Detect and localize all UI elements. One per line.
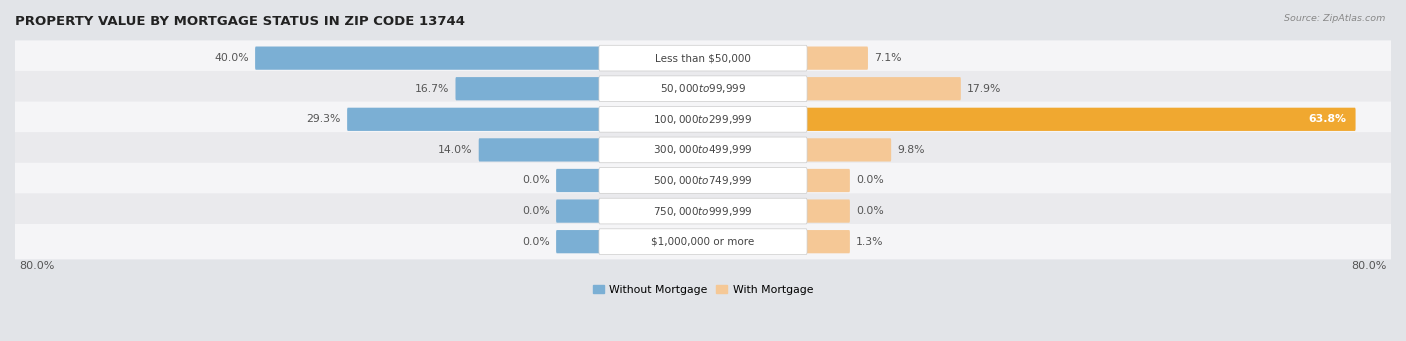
FancyBboxPatch shape [557, 169, 652, 192]
FancyBboxPatch shape [557, 199, 652, 223]
FancyBboxPatch shape [10, 193, 1396, 229]
Text: 0.0%: 0.0% [522, 237, 550, 247]
FancyBboxPatch shape [10, 71, 1396, 106]
Text: 1.3%: 1.3% [856, 237, 883, 247]
FancyBboxPatch shape [599, 45, 807, 71]
FancyBboxPatch shape [754, 230, 849, 253]
Text: Less than $50,000: Less than $50,000 [655, 53, 751, 63]
Text: 0.0%: 0.0% [856, 206, 884, 216]
FancyBboxPatch shape [599, 198, 807, 224]
Text: 29.3%: 29.3% [307, 114, 340, 124]
Text: 63.8%: 63.8% [1308, 114, 1347, 124]
FancyBboxPatch shape [478, 138, 652, 162]
FancyBboxPatch shape [599, 76, 807, 102]
Text: 0.0%: 0.0% [856, 176, 884, 186]
FancyBboxPatch shape [10, 102, 1396, 137]
Text: 80.0%: 80.0% [1351, 261, 1386, 271]
Text: 0.0%: 0.0% [522, 176, 550, 186]
Text: 17.9%: 17.9% [967, 84, 1001, 94]
Text: 0.0%: 0.0% [522, 206, 550, 216]
Text: Source: ZipAtlas.com: Source: ZipAtlas.com [1284, 14, 1385, 23]
FancyBboxPatch shape [754, 169, 849, 192]
Text: $100,000 to $299,999: $100,000 to $299,999 [654, 113, 752, 126]
FancyBboxPatch shape [557, 230, 652, 253]
Text: $500,000 to $749,999: $500,000 to $749,999 [654, 174, 752, 187]
FancyBboxPatch shape [599, 229, 807, 254]
FancyBboxPatch shape [599, 168, 807, 193]
FancyBboxPatch shape [754, 138, 891, 162]
Text: 9.8%: 9.8% [897, 145, 925, 155]
Text: 7.1%: 7.1% [875, 53, 901, 63]
FancyBboxPatch shape [10, 163, 1396, 198]
Text: $750,000 to $999,999: $750,000 to $999,999 [654, 205, 752, 218]
FancyBboxPatch shape [599, 106, 807, 132]
FancyBboxPatch shape [254, 46, 652, 70]
Text: 80.0%: 80.0% [20, 261, 55, 271]
FancyBboxPatch shape [347, 108, 652, 131]
Text: 40.0%: 40.0% [214, 53, 249, 63]
FancyBboxPatch shape [754, 199, 849, 223]
Legend: Without Mortgage, With Mortgage: Without Mortgage, With Mortgage [589, 281, 817, 299]
Text: 14.0%: 14.0% [439, 145, 472, 155]
FancyBboxPatch shape [599, 137, 807, 163]
FancyBboxPatch shape [456, 77, 652, 100]
FancyBboxPatch shape [754, 108, 1355, 131]
Text: 16.7%: 16.7% [415, 84, 450, 94]
FancyBboxPatch shape [10, 224, 1396, 260]
FancyBboxPatch shape [10, 40, 1396, 76]
FancyBboxPatch shape [754, 46, 868, 70]
FancyBboxPatch shape [754, 77, 960, 100]
FancyBboxPatch shape [10, 132, 1396, 168]
Text: $50,000 to $99,999: $50,000 to $99,999 [659, 82, 747, 95]
Text: PROPERTY VALUE BY MORTGAGE STATUS IN ZIP CODE 13744: PROPERTY VALUE BY MORTGAGE STATUS IN ZIP… [15, 15, 465, 28]
Text: $300,000 to $499,999: $300,000 to $499,999 [654, 144, 752, 157]
Text: $1,000,000 or more: $1,000,000 or more [651, 237, 755, 247]
